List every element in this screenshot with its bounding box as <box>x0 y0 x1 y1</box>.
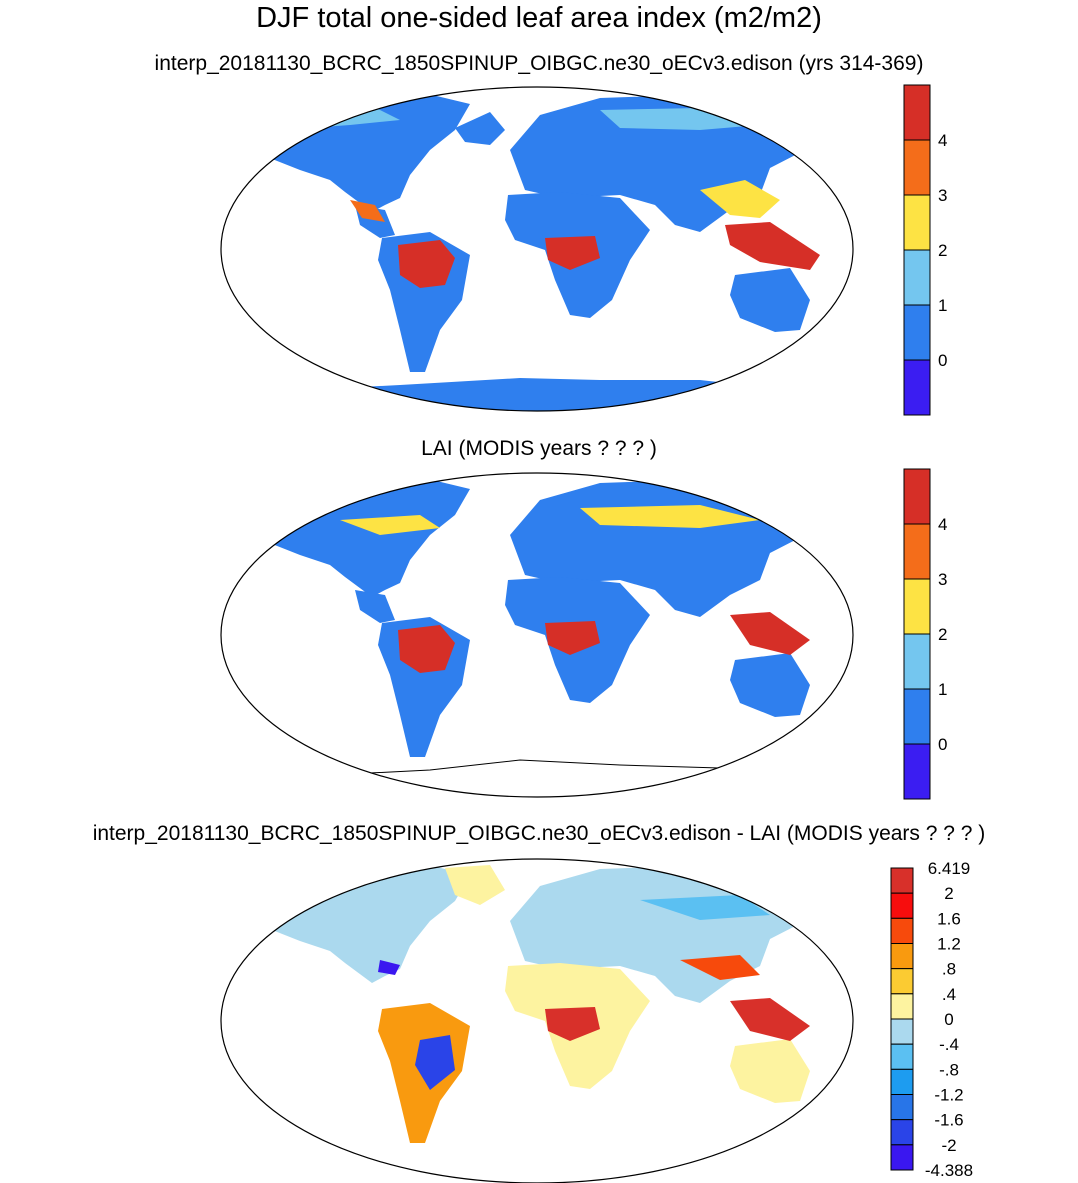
colorbar-swatch <box>903 468 931 525</box>
colorbar-swatch <box>903 523 931 580</box>
colorbar-swatch <box>903 359 931 416</box>
panel-1-subtitle: interp_20181130_BCRC_1850SPINUP_OIBGC.ne… <box>154 52 924 75</box>
panel-3-hotspots <box>378 895 810 1090</box>
colorbar-tick-label: 0 <box>944 1010 953 1029</box>
panel-1-colorbar: 4 3 2 1 0 <box>903 84 947 416</box>
colorbar-tick-label: 1 <box>938 296 947 315</box>
panel-2-subtitle: LAI (MODIS years ? ? ? ) <box>421 437 657 460</box>
colorbar-tick-label: -4.388 <box>925 1161 973 1180</box>
colorbar-tick-label: 0 <box>938 735 947 754</box>
colorbar-tick-label: .8 <box>942 960 956 979</box>
colorbar-tick-label: 3 <box>938 570 947 589</box>
colorbar-swatch <box>903 139 931 196</box>
colorbar-tick-label: -.4 <box>939 1035 959 1054</box>
colorbar-swatch <box>903 633 931 690</box>
colorbar-swatch <box>903 743 931 800</box>
colorbar-swatch <box>890 892 914 919</box>
colorbar-tick-label: -.8 <box>939 1060 959 1079</box>
colorbar-tick-label: 4 <box>938 515 947 534</box>
panel-3-colorbar: 6.419 2 1.6 1.2 .8 .4 0 -.4 -.8 -1.2 -1.6 -2 -4.388 <box>890 859 973 1180</box>
colorbar-tick-label: -1.6 <box>934 1111 963 1130</box>
panel-2-hotspots <box>340 505 810 673</box>
colorbar-swatch <box>903 194 931 251</box>
panel-3-subtitle: interp_20181130_BCRC_1850SPINUP_OIBGC.ne… <box>92 822 986 845</box>
colorbar-swatch <box>890 968 914 995</box>
colorbar-swatch <box>890 1144 914 1171</box>
colorbar-tick-label: -2 <box>941 1136 956 1155</box>
colorbar-tick-label: 2 <box>938 625 947 644</box>
colorbar-tick-label: 1.2 <box>937 935 961 954</box>
colorbar-swatch <box>903 304 931 361</box>
colorbar-swatch <box>890 867 914 894</box>
colorbar-swatch <box>903 84 931 141</box>
colorbar-tick-label: -1.2 <box>934 1086 963 1105</box>
colorbar-tick-label: 1 <box>938 680 947 699</box>
colorbar-tick-label: 1.6 <box>937 909 961 928</box>
figure-title: DJF total one-sided leaf area index (m2/… <box>256 2 822 34</box>
panel-2-colorbar: 4 3 2 1 0 <box>903 468 947 800</box>
colorbar-swatch <box>890 943 914 970</box>
colorbar-tick-label: 3 <box>938 186 947 205</box>
colorbar-swatch <box>890 1018 914 1045</box>
colorbar-swatch <box>903 578 931 635</box>
colorbar-swatch <box>890 1119 914 1146</box>
colorbar-swatch <box>890 1043 914 1070</box>
colorbar-tick-label: 0 <box>938 351 947 370</box>
colorbar-swatch <box>903 688 931 745</box>
colorbar-swatch <box>890 1094 914 1121</box>
colorbar-tick-label: 2 <box>944 884 953 903</box>
colorbar-swatch <box>890 993 914 1020</box>
colorbar-swatch <box>890 917 914 944</box>
colorbar-swatch <box>903 249 931 306</box>
colorbar-swatch <box>890 1068 914 1095</box>
colorbar-tick-label: .4 <box>942 985 956 1004</box>
colorbar-tick-label: 6.419 <box>928 859 971 878</box>
colorbar-tick-label: 4 <box>938 131 947 150</box>
colorbar-tick-label: 2 <box>938 241 947 260</box>
